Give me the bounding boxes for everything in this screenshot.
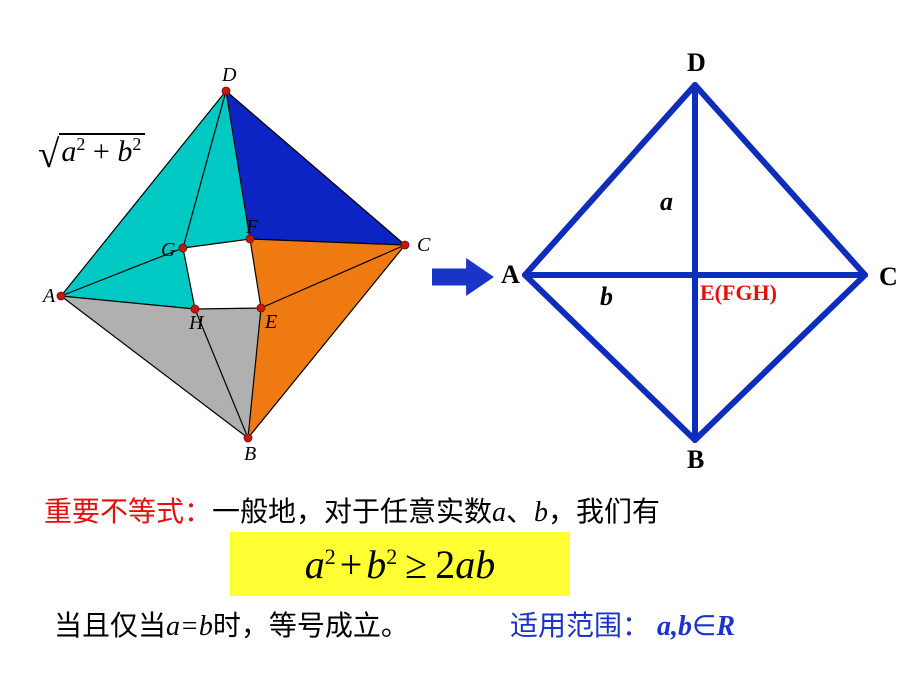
svg-text:B: B — [687, 445, 704, 474]
svg-text:b: b — [600, 282, 613, 311]
text-line-2: 当且仅当a=b时，等号成立。 — [54, 604, 409, 644]
inequality-formula: a2+b2≥2ab — [230, 532, 570, 596]
svg-text:E(FGH): E(FGH) — [700, 280, 777, 305]
svg-text:A: A — [501, 260, 520, 289]
svg-text:a: a — [660, 187, 673, 216]
svg-text:C: C — [879, 262, 898, 291]
text-line-3: 适用范围： a,b∈R — [510, 604, 735, 644]
svg-text:D: D — [687, 48, 706, 77]
text-line-1: 重要不等式：一般地，对于任意实数a、b，我们有 — [44, 490, 660, 530]
